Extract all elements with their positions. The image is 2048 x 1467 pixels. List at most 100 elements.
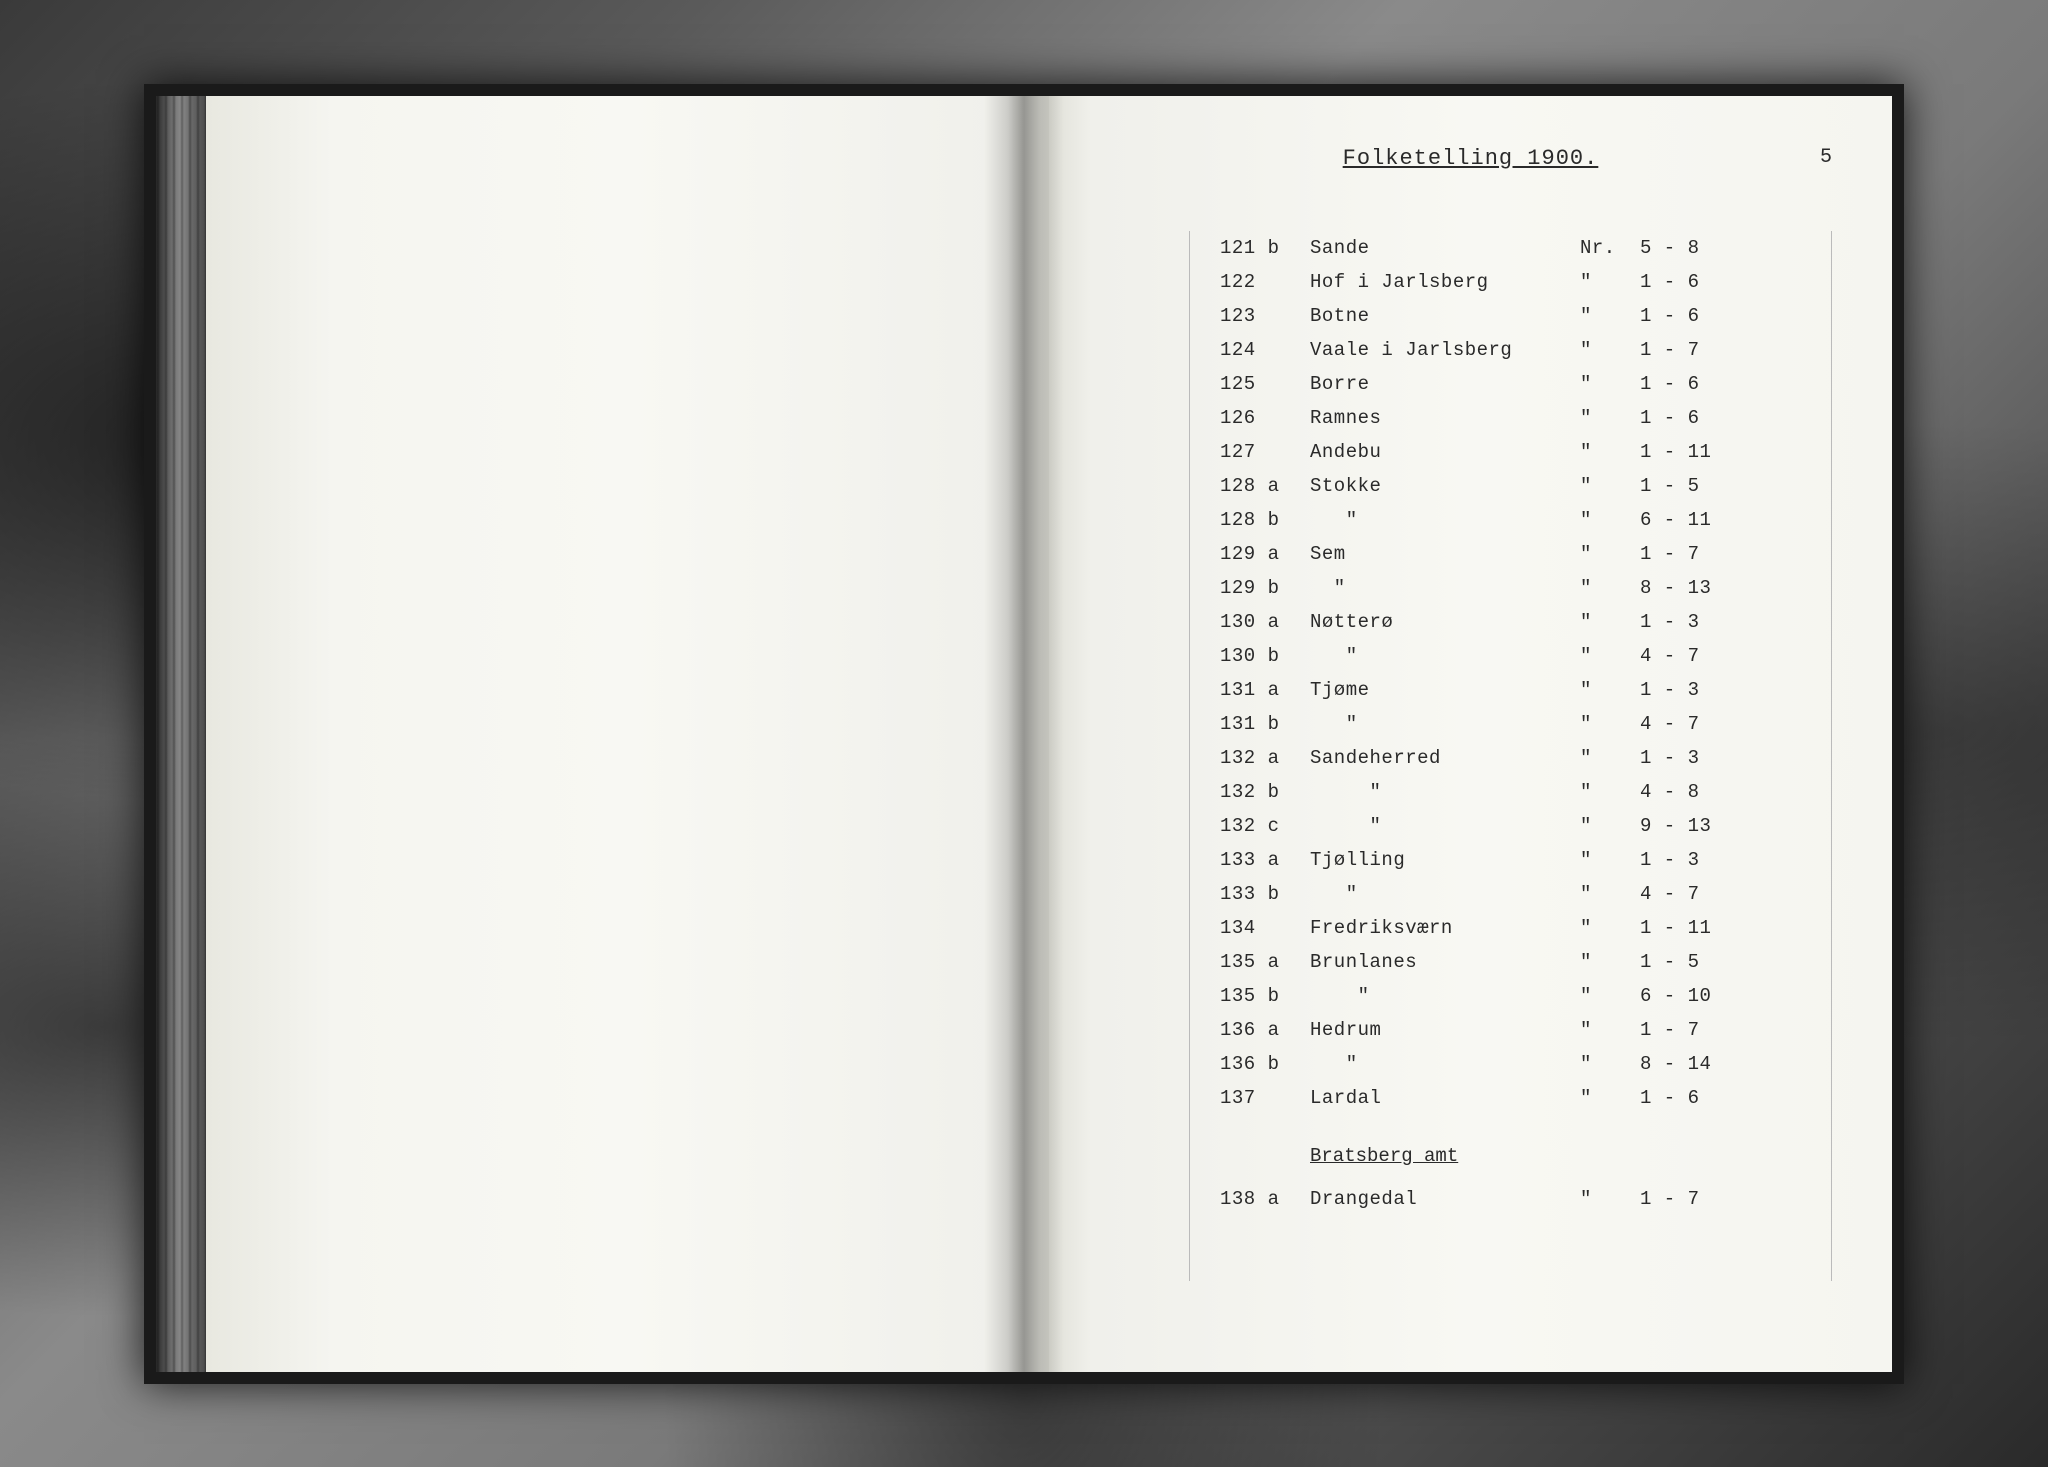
nr-label-cell: " <box>1580 1047 1640 1081</box>
ref-cell: 131 b <box>1220 707 1310 741</box>
ref-cell: 128 a <box>1220 469 1310 503</box>
nr-label-cell: " <box>1580 367 1640 401</box>
table-row: 136 b ""8 - 14 <box>1220 1047 1801 1081</box>
range-cell: 1 - 5 <box>1640 469 1750 503</box>
page-title: Folketelling 1900. <box>1109 146 1832 171</box>
name-cell: Ramnes <box>1310 401 1580 435</box>
ref-cell: 133 a <box>1220 843 1310 877</box>
ref-cell: 134 <box>1220 911 1310 945</box>
range-cell: 1 - 6 <box>1640 265 1750 299</box>
name-cell: Botne <box>1310 299 1580 333</box>
name-cell: Hedrum <box>1310 1013 1580 1047</box>
nr-label-cell: " <box>1580 605 1640 639</box>
ref-cell: 135 b <box>1220 979 1310 1013</box>
name-cell: Hof i Jarlsberg <box>1310 265 1580 299</box>
table-row: 121 bSandeNr.5 - 8 <box>1220 231 1801 265</box>
table-row: 130 b ""4 - 7 <box>1220 639 1801 673</box>
range-cell: 1 - 6 <box>1640 1081 1750 1115</box>
table-row: 127Andebu"1 - 11 <box>1220 435 1801 469</box>
nr-label-cell: " <box>1580 401 1640 435</box>
table-row: 131 aTjøme"1 - 3 <box>1220 673 1801 707</box>
ref-cell: 126 <box>1220 401 1310 435</box>
name-cell: " <box>1310 809 1580 843</box>
range-cell: 8 - 14 <box>1640 1047 1750 1081</box>
ref-cell: 129 a <box>1220 537 1310 571</box>
table-row: 133 b ""4 - 7 <box>1220 877 1801 911</box>
ref-cell: 127 <box>1220 435 1310 469</box>
name-cell: Sandeherred <box>1310 741 1580 775</box>
book-binding <box>156 96 206 1372</box>
ref-cell: 124 <box>1220 333 1310 367</box>
table-row: 126Ramnes"1 - 6 <box>1220 401 1801 435</box>
name-cell: Nøtterø <box>1310 605 1580 639</box>
name-cell: " <box>1310 775 1580 809</box>
right-page: 5 Folketelling 1900. 121 bSandeNr.5 - 81… <box>1049 96 1892 1372</box>
ref-cell: 135 a <box>1220 945 1310 979</box>
table-row: 124Vaale i Jarlsberg"1 - 7 <box>1220 333 1801 367</box>
table-row: 136 aHedrum"1 - 7 <box>1220 1013 1801 1047</box>
range-cell: 1 - 7 <box>1640 333 1750 367</box>
range-cell: 1 - 7 <box>1640 1013 1750 1047</box>
name-cell: " <box>1310 571 1580 605</box>
nr-label-cell: " <box>1580 741 1640 775</box>
table-row: 132 b ""4 - 8 <box>1220 775 1801 809</box>
nr-label-cell: " <box>1580 469 1640 503</box>
range-cell: 5 - 8 <box>1640 231 1750 265</box>
nr-label-cell: " <box>1580 639 1640 673</box>
range-cell: 6 - 11 <box>1640 503 1750 537</box>
nr-label-cell: Nr. <box>1580 231 1640 265</box>
ref-cell: 137 <box>1220 1081 1310 1115</box>
table-row: 123Botne"1 - 6 <box>1220 299 1801 333</box>
table-row: 137Lardal"1 - 6 <box>1220 1081 1801 1115</box>
ref-cell: 132 a <box>1220 741 1310 775</box>
range-cell: 1 - 6 <box>1640 401 1750 435</box>
ref-cell: 130 b <box>1220 639 1310 673</box>
range-cell: 9 - 13 <box>1640 809 1750 843</box>
nr-label-cell: " <box>1580 537 1640 571</box>
name-cell: " <box>1310 1047 1580 1081</box>
range-cell: 4 - 8 <box>1640 775 1750 809</box>
table-row: 134Fredriksværn"1 - 11 <box>1220 911 1801 945</box>
ref-cell: 132 c <box>1220 809 1310 843</box>
name-cell: Stokke <box>1310 469 1580 503</box>
range-cell: 1 - 11 <box>1640 435 1750 469</box>
left-page <box>206 96 1049 1372</box>
table-row: 138 aDrangedal"1 - 7 <box>1220 1182 1801 1216</box>
range-cell: 6 - 10 <box>1640 979 1750 1013</box>
index-table: 121 bSandeNr.5 - 8122Hof i Jarlsberg"1 -… <box>1189 231 1832 1281</box>
range-cell: 1 - 5 <box>1640 945 1750 979</box>
ref-cell: 129 b <box>1220 571 1310 605</box>
nr-label-cell: " <box>1580 707 1640 741</box>
range-cell: 1 - 7 <box>1640 537 1750 571</box>
ref-cell: 132 b <box>1220 775 1310 809</box>
ref-cell: 130 a <box>1220 605 1310 639</box>
table-row: 129 b ""8 - 13 <box>1220 571 1801 605</box>
nr-label-cell: " <box>1580 333 1640 367</box>
name-cell: Sem <box>1310 537 1580 571</box>
table-row: 128 aStokke"1 - 5 <box>1220 469 1801 503</box>
table-row: 130 aNøtterø"1 - 3 <box>1220 605 1801 639</box>
page-number: 5 <box>1820 146 1832 169</box>
name-cell: " <box>1310 707 1580 741</box>
range-cell: 4 - 7 <box>1640 639 1750 673</box>
table-row: 122Hof i Jarlsberg"1 - 6 <box>1220 265 1801 299</box>
name-cell: Tjøme <box>1310 673 1580 707</box>
ref-cell: 121 b <box>1220 231 1310 265</box>
table-row: 133 aTjølling"1 - 3 <box>1220 843 1801 877</box>
nr-label-cell: " <box>1580 775 1640 809</box>
nr-label-cell: " <box>1580 503 1640 537</box>
nr-label-cell: " <box>1580 571 1640 605</box>
nr-label-cell: " <box>1580 979 1640 1013</box>
name-cell: " <box>1310 503 1580 537</box>
name-cell: Lardal <box>1310 1081 1580 1115</box>
entries-list: 121 bSandeNr.5 - 8122Hof i Jarlsberg"1 -… <box>1220 231 1801 1115</box>
nr-label-cell: " <box>1580 945 1640 979</box>
ref-cell: 122 <box>1220 265 1310 299</box>
range-cell: 1 - 6 <box>1640 299 1750 333</box>
nr-label-cell: " <box>1580 1081 1640 1115</box>
name-cell: Tjølling <box>1310 843 1580 877</box>
ref-cell: 128 b <box>1220 503 1310 537</box>
table-row: 135 b ""6 - 10 <box>1220 979 1801 1013</box>
ref-cell: 138 a <box>1220 1182 1310 1216</box>
range-cell: 1 - 3 <box>1640 843 1750 877</box>
